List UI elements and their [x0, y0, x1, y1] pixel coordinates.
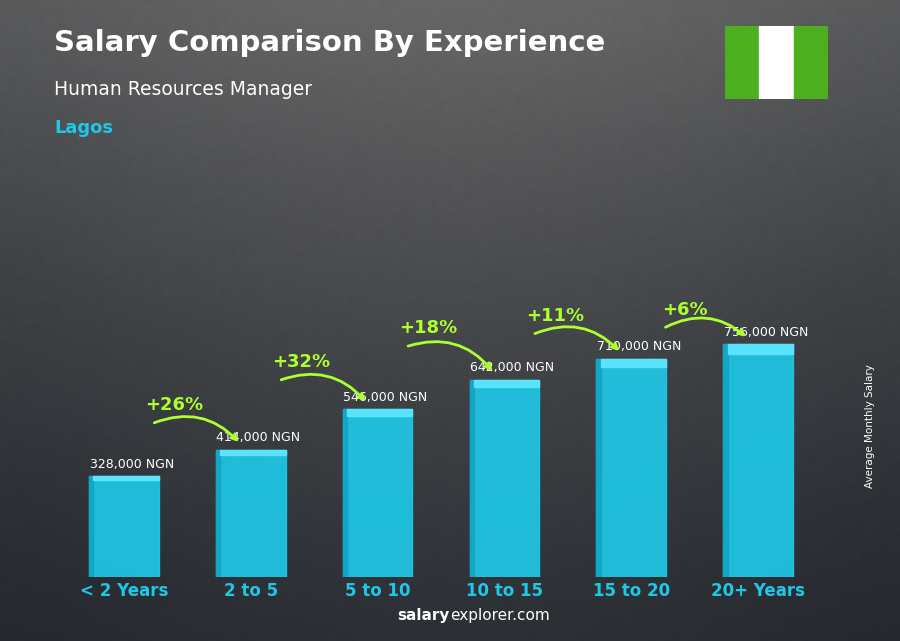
Text: +26%: +26% — [146, 396, 203, 414]
Bar — [600, 358, 666, 367]
Bar — [93, 476, 158, 480]
Bar — [89, 476, 93, 577]
Text: 414,000 NGN: 414,000 NGN — [216, 431, 301, 444]
Text: salary: salary — [398, 608, 450, 623]
Text: 328,000 NGN: 328,000 NGN — [89, 458, 174, 470]
Bar — [724, 344, 793, 577]
Bar — [220, 449, 285, 454]
Bar — [470, 379, 473, 577]
Bar — [343, 409, 412, 577]
Text: Human Resources Manager: Human Resources Manager — [54, 80, 312, 99]
Text: Average Monthly Salary: Average Monthly Salary — [865, 364, 876, 488]
Bar — [794, 26, 828, 99]
Bar — [724, 26, 759, 99]
Text: 710,000 NGN: 710,000 NGN — [597, 340, 681, 353]
Bar — [597, 358, 600, 577]
Text: 642,000 NGN: 642,000 NGN — [470, 361, 554, 374]
Bar — [216, 449, 220, 577]
Text: explorer.com: explorer.com — [450, 608, 550, 623]
Text: +6%: +6% — [662, 301, 707, 319]
Text: 756,000 NGN: 756,000 NGN — [724, 326, 808, 339]
Text: +32%: +32% — [273, 353, 330, 371]
Text: +18%: +18% — [400, 319, 457, 337]
Bar — [597, 358, 666, 577]
Bar — [724, 344, 727, 577]
Text: +11%: +11% — [526, 307, 584, 325]
Bar — [470, 379, 539, 577]
Bar — [346, 409, 412, 416]
Bar — [759, 26, 794, 99]
Bar — [727, 344, 793, 354]
Bar — [89, 476, 158, 577]
Bar — [343, 409, 346, 577]
Bar — [216, 449, 285, 577]
Text: 546,000 NGN: 546,000 NGN — [343, 390, 427, 404]
Bar — [473, 379, 539, 387]
Text: Salary Comparison By Experience: Salary Comparison By Experience — [54, 29, 605, 57]
Text: Lagos: Lagos — [54, 119, 113, 137]
